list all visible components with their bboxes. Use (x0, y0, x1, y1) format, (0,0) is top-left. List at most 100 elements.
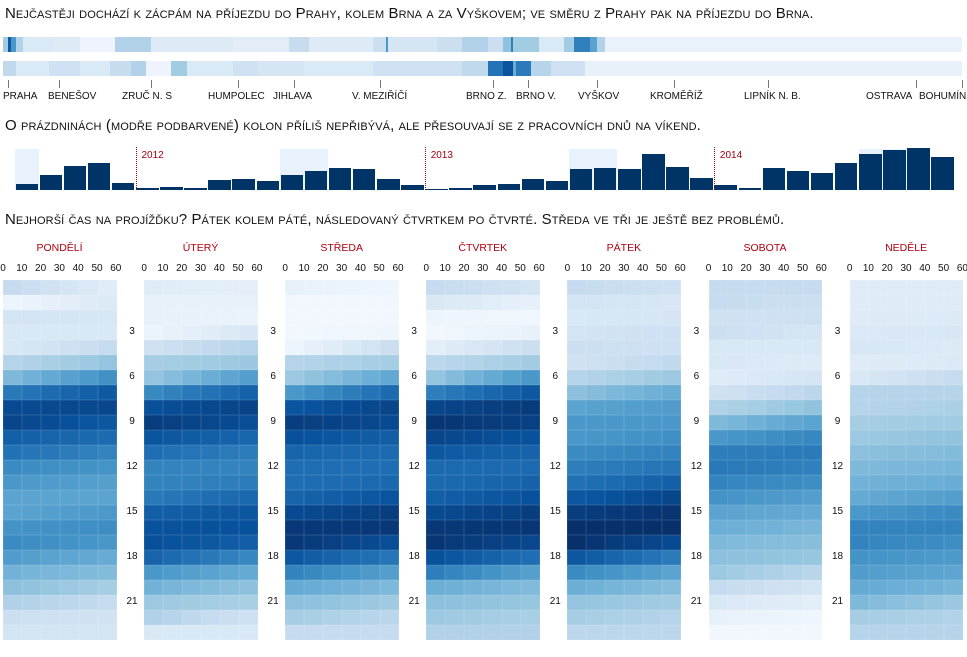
minute-tick: 60 (956, 263, 967, 274)
heatmap-cell (21, 295, 41, 310)
heatmap-cell (21, 475, 41, 490)
heatmap-cell (643, 550, 662, 565)
heatmap-cell (803, 625, 822, 640)
heatmap-cell (501, 475, 521, 490)
heatmap-cell (426, 595, 446, 610)
heatmap-cell (426, 355, 446, 370)
heatmap-cell (238, 430, 258, 445)
heatmap-cell (586, 310, 606, 325)
heatmap-cell (426, 295, 446, 310)
heatmap-cell (285, 475, 305, 490)
heatmap-cell (746, 415, 766, 430)
heatmap-cell (219, 580, 239, 595)
heatmap-cell (643, 400, 662, 415)
heatmap-cell (40, 460, 60, 475)
heatmap-cell (868, 415, 888, 430)
heatmap-cell (643, 595, 662, 610)
heatmap-cell (643, 610, 662, 625)
heatmap-cell (906, 475, 926, 490)
heatmap-cell (746, 370, 766, 385)
heatmap-cell (605, 340, 625, 355)
congestion-segment (385, 37, 389, 52)
heatmap-cell (97, 355, 117, 370)
heatmap-cell (445, 430, 465, 445)
heatmap-cell (163, 520, 182, 535)
heatmap-cell (219, 595, 239, 610)
hour-label: 15 (267, 506, 279, 517)
heatmap-cell (97, 415, 117, 430)
congestion-segment (510, 37, 514, 52)
heatmap-cell (21, 550, 41, 565)
heatmap-cell (445, 535, 465, 550)
heatmap-cell (59, 520, 79, 535)
congestion-segment (10, 37, 16, 52)
hour-label: 21 (408, 596, 420, 607)
heatmap-cell (78, 355, 98, 370)
heatmap-cell (483, 280, 502, 295)
heatmap-cell (181, 565, 201, 580)
heatmap-cell (605, 625, 625, 640)
heatmap-cell (906, 595, 926, 610)
heatmap-cell (238, 610, 258, 625)
heatmap-cell (200, 505, 220, 520)
heatmap-cell (501, 595, 521, 610)
heatmap-cell (708, 475, 728, 490)
heatmap-cell (341, 370, 361, 385)
day-label: ČTVRTEK (458, 242, 508, 254)
minute-tick: 60 (392, 263, 404, 274)
heatmap-cell (59, 385, 79, 400)
heatmap-cell (200, 325, 220, 340)
heatmap-cell (360, 520, 380, 535)
heatmap-cell (323, 535, 342, 550)
heatmap-cell (849, 550, 869, 565)
heatmap-cell (445, 520, 465, 535)
heatmap-cell (925, 445, 945, 460)
bar (931, 157, 954, 190)
heatmap-cell (643, 355, 662, 370)
heatmap-cell (605, 565, 625, 580)
heatmap-cell (238, 355, 258, 370)
heatmap-cell (181, 505, 201, 520)
holiday-band (15, 149, 40, 190)
heatmap-cell (379, 280, 399, 295)
heatmap-cell (341, 550, 361, 565)
heatmap-cell (323, 550, 342, 565)
heatmap-cell (238, 535, 258, 550)
hour-label: 9 (270, 416, 276, 427)
heatmap-cell (40, 385, 60, 400)
heatmap-cell (868, 385, 888, 400)
heatmap-cell (887, 325, 907, 340)
heatmap-cell (97, 325, 117, 340)
heatmap-cell (163, 550, 182, 565)
heatmap-cell (163, 445, 182, 460)
heatmap-cell (520, 340, 540, 355)
heatmap-cell (78, 535, 98, 550)
congestion-segment (54, 37, 80, 52)
heatmap-cell (727, 370, 747, 385)
heatmap-cell (304, 445, 324, 460)
heatmap-cell (219, 325, 239, 340)
heatmap-cell (643, 310, 662, 325)
heatmap-cell (181, 310, 201, 325)
heatmap-cell (784, 625, 804, 640)
heatmap-cell (59, 340, 79, 355)
town-label: ZRUČ N. S (122, 91, 172, 102)
heatmap-cell (520, 355, 540, 370)
heatmap-cell (379, 490, 399, 505)
heatmap-cell (501, 505, 521, 520)
congestion-segment (530, 61, 552, 76)
hour-label: 18 (549, 551, 561, 562)
heatmap-cell (501, 610, 521, 625)
heatmap-cell (661, 490, 681, 505)
heatmap-cell (163, 475, 182, 490)
heatmap-cell (868, 610, 888, 625)
heatmap-cell (765, 490, 785, 505)
bar (401, 185, 424, 190)
heatmap-cell (727, 475, 747, 490)
heatmap-cell (360, 355, 380, 370)
heatmap-cell (163, 400, 182, 415)
heatmap-cell (765, 445, 785, 460)
heatmap-cell (21, 310, 41, 325)
heatmap-cell (78, 610, 98, 625)
town-tick (380, 80, 382, 88)
